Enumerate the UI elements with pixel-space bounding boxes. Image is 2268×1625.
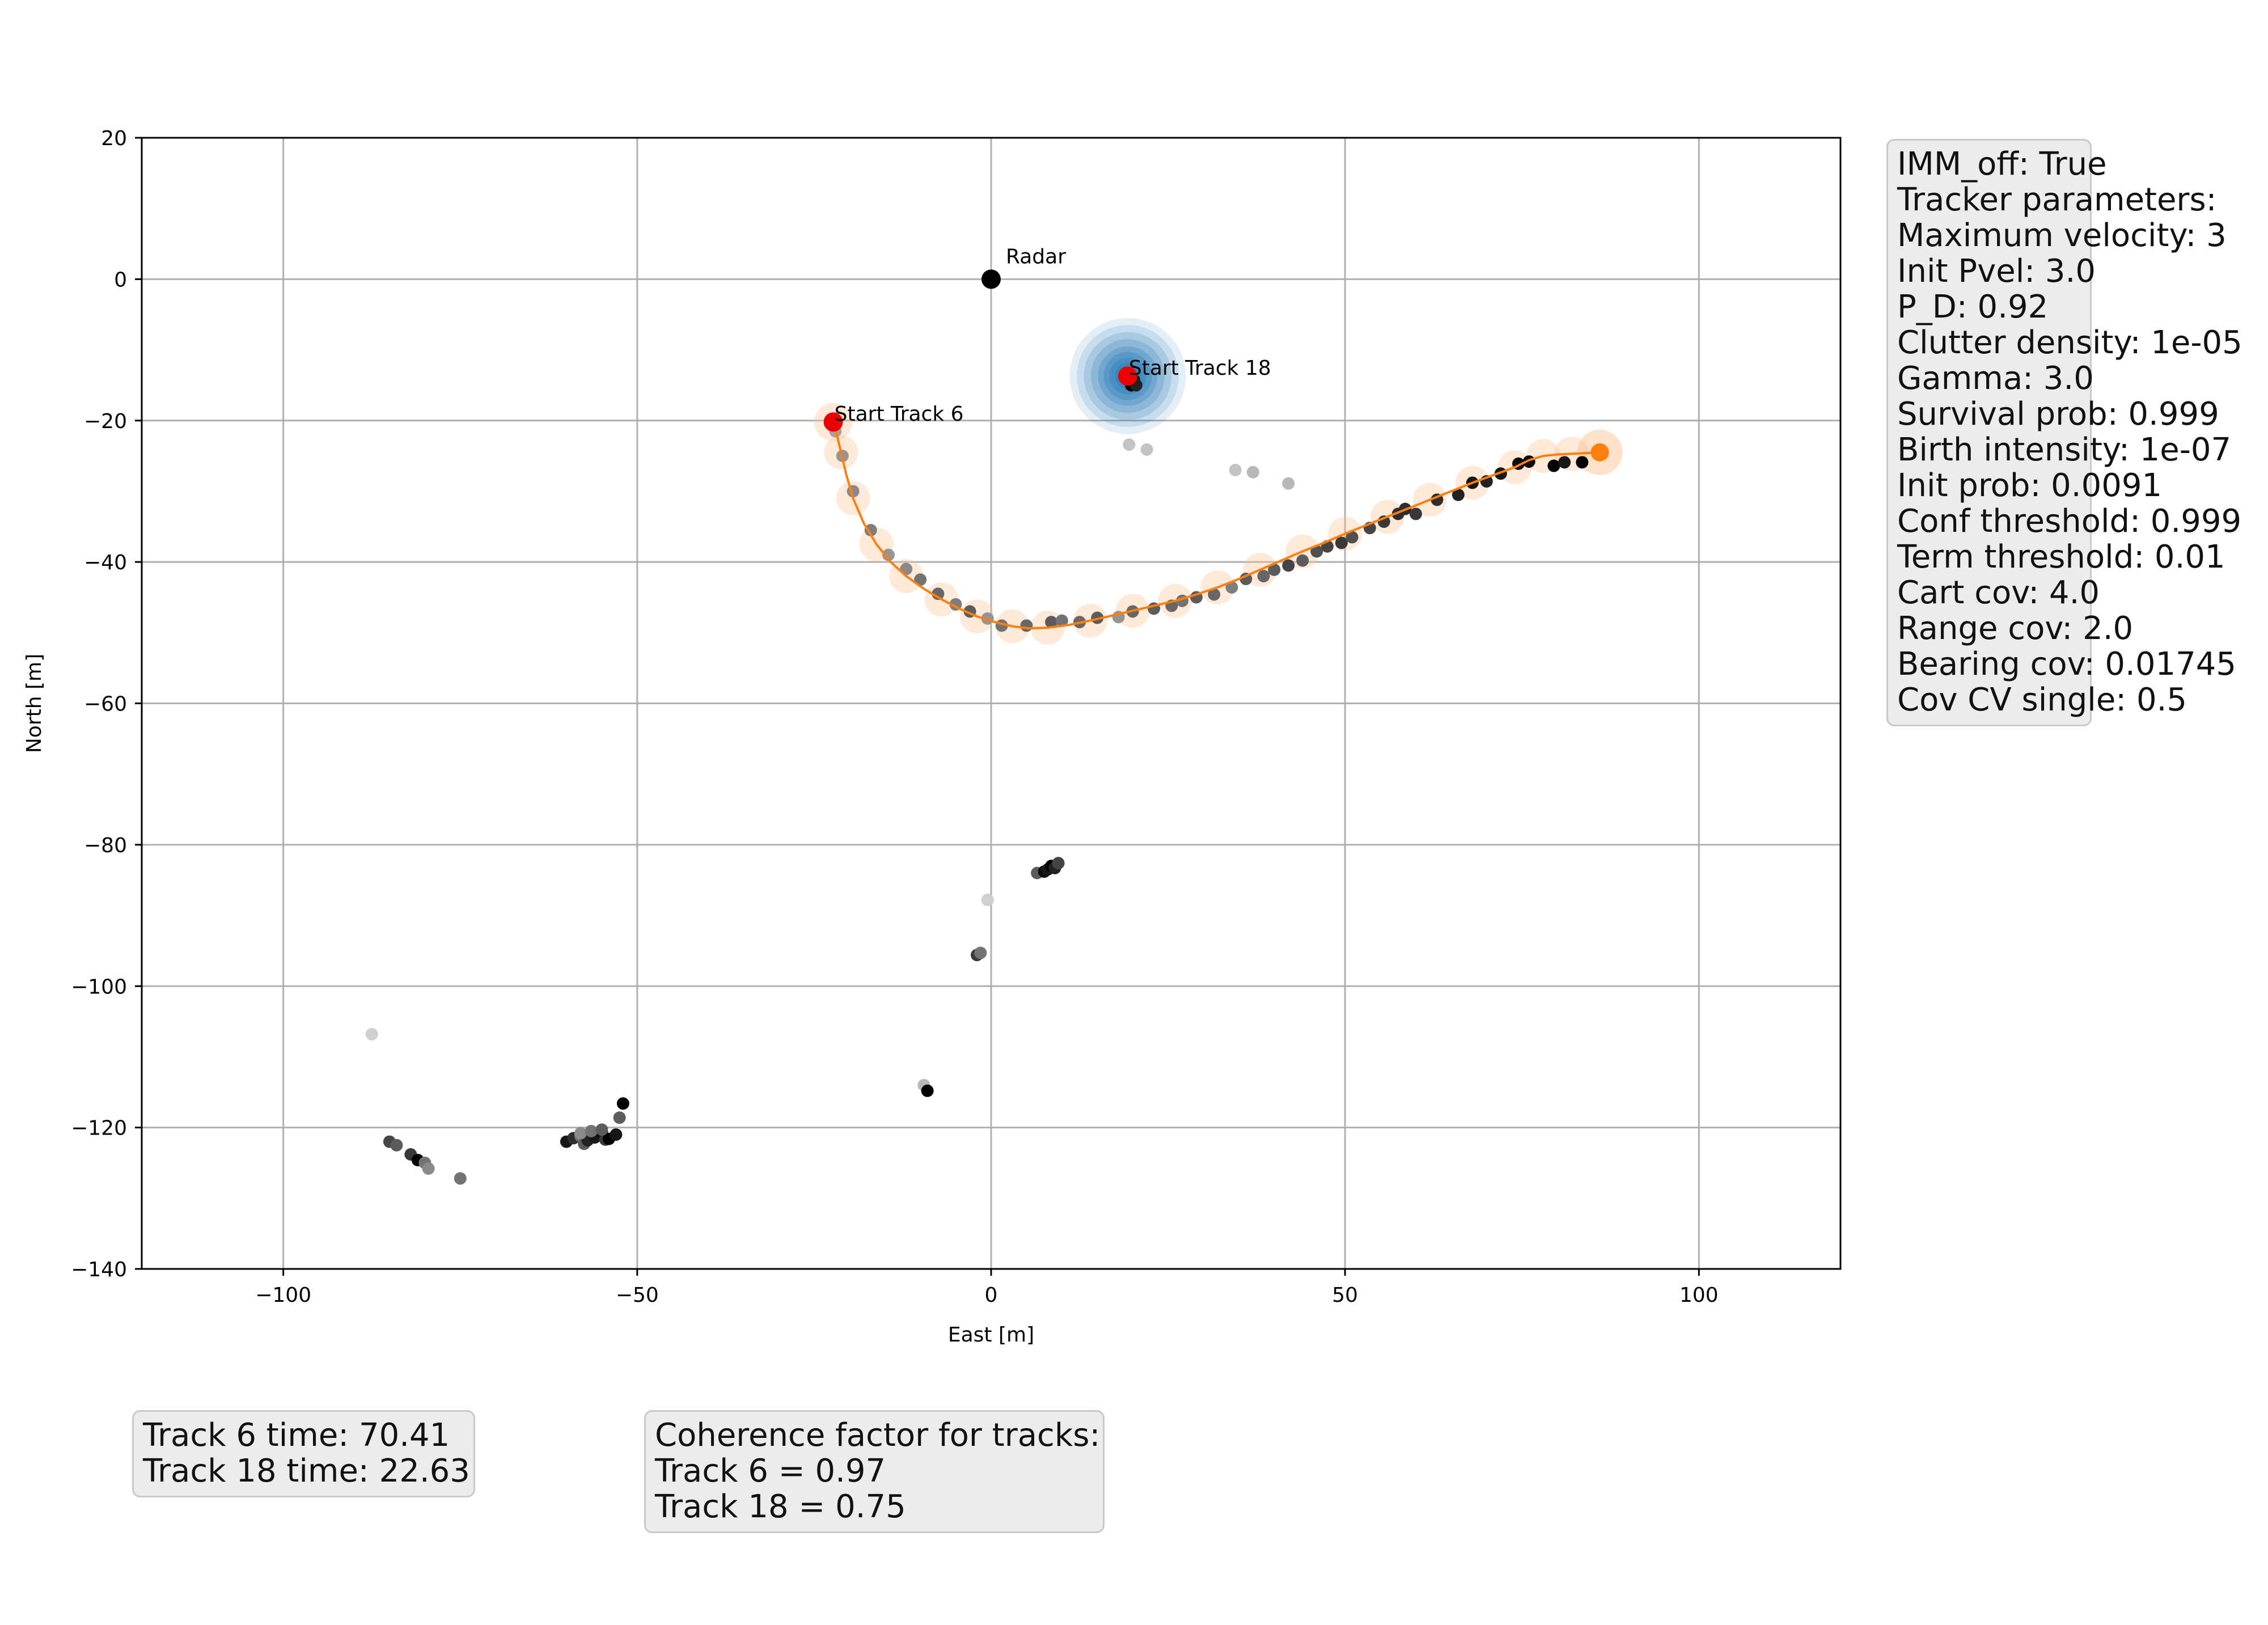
measurement-point [932, 587, 945, 600]
param-line: Clutter density: 1e-05 [1897, 324, 2242, 361]
measurement-point [1123, 438, 1136, 451]
measurement-point [981, 894, 994, 907]
coherence-line: Track 18 = 0.75 [655, 1488, 906, 1525]
y-tick-label: −80 [84, 834, 127, 857]
measurement-point [1345, 531, 1359, 544]
measurement-point [390, 1139, 403, 1152]
start-track-6-label: Start Track 6 [835, 403, 964, 426]
y-tick-label: −140 [71, 1258, 127, 1281]
param-line: Survival prob: 0.999 [1897, 396, 2219, 433]
measurement-point [1296, 554, 1309, 567]
param-line: Init prob: 0.0091 [1897, 467, 2163, 504]
y-tick-label: −120 [71, 1117, 127, 1140]
measurement-point [574, 1127, 587, 1140]
param-line: Gamma: 3.0 [1897, 360, 2094, 397]
param-line: Maximum velocity: 3 [1897, 217, 2227, 254]
tracker-parameters-box: IMM_off: True Tracker parameters: Maximu… [1886, 139, 2242, 726]
param-line: Conf threshold: 0.999 [1897, 503, 2242, 540]
x-tick-label: −100 [255, 1284, 311, 1307]
param-line: Cov CV single: 0.5 [1897, 682, 2187, 718]
param-line: Bearing cov: 0.01745 [1897, 646, 2236, 683]
track-6-end-marker [1590, 443, 1609, 462]
y-tick-label: −20 [84, 410, 127, 433]
measurement-point [616, 1097, 629, 1110]
measurement-point [595, 1123, 608, 1136]
track-6-start-marker [823, 412, 843, 432]
measurement-point [1282, 559, 1295, 572]
param-line: Cart cov: 4.0 [1897, 574, 2100, 611]
measurement-point [1452, 488, 1465, 501]
param-line: Birth intensity: 1e-07 [1897, 431, 2232, 468]
measurement-point [1576, 456, 1589, 469]
measurement-point [1045, 616, 1058, 629]
param-line: Init Pvel: 3.0 [1897, 253, 2096, 290]
measurement-point [1140, 443, 1153, 456]
axis-ticks: −100 −50 0 50 100 20 0 −20 −40 −60 −80 −100 −120 −140 [71, 127, 1719, 1307]
measurement-point [1020, 619, 1033, 632]
track-18-start-marker [1118, 366, 1137, 386]
x-tick-label: −50 [616, 1284, 659, 1307]
track-time-line: Track 6 time: 70.41 [143, 1417, 450, 1454]
measurement-point [921, 1084, 934, 1097]
x-tick-label: 100 [1679, 1284, 1719, 1307]
coherence-line: Track 6 = 0.97 [655, 1453, 886, 1489]
measurement-point [1229, 464, 1242, 477]
param-line: Term threshold: 0.01 [1897, 539, 2225, 575]
measurement-point [1547, 459, 1560, 472]
y-tick-label: −60 [84, 693, 127, 716]
measurement-point [1091, 611, 1104, 624]
measurement-point [1257, 570, 1270, 583]
x-axis-label: East [m] [948, 1323, 1034, 1347]
y-tick-label: −100 [71, 975, 127, 998]
param-line: P_D: 0.92 [1897, 289, 2049, 325]
markers [823, 269, 1609, 462]
param-line: IMM_off: True [1897, 146, 2107, 183]
measurement-point [1282, 477, 1295, 490]
measurement-point [1055, 614, 1068, 627]
y-tick-label: −40 [84, 551, 127, 574]
measurement-point [365, 1028, 378, 1041]
measurement-point [585, 1124, 598, 1137]
measurement-points [365, 371, 1589, 1185]
measurement-point [613, 1111, 626, 1124]
measurement-point [1558, 456, 1571, 469]
y-tick-label: 0 [114, 268, 127, 291]
coherence-factor-box: Coherence factor for tracks: Track 6 = 0… [644, 1410, 1105, 1533]
track-time-line: Track 18 time: 22.63 [143, 1453, 470, 1489]
annotations: Radar Start Track 18 Start Track 6 [835, 245, 1271, 426]
measurement-point [1410, 507, 1422, 520]
measurement-point [610, 1128, 623, 1141]
param-line: Range cov: 2.0 [1897, 610, 2134, 647]
measurement-point [1335, 536, 1348, 549]
measurement-point [1052, 857, 1065, 870]
x-tick-label: 50 [1332, 1284, 1358, 1307]
x-tick-label: 0 [985, 1284, 998, 1307]
measurement-point [1239, 573, 1253, 586]
y-tick-label: 20 [101, 127, 127, 150]
y-axis-label: North [m] [23, 654, 46, 753]
measurement-point [864, 524, 877, 537]
measurement-point [1225, 581, 1238, 594]
track-6-line [832, 421, 1600, 630]
measurement-point [1310, 545, 1323, 558]
measurement-point [454, 1172, 467, 1185]
measurement-point [1246, 466, 1259, 479]
param-line: Tracker parameters: [1897, 181, 2217, 218]
track-6-covariance-circles [814, 403, 1623, 645]
radar-label: Radar [1006, 245, 1066, 268]
grid-lines [142, 138, 1840, 1269]
measurement-point [1268, 563, 1281, 576]
measurement-point [974, 946, 987, 959]
measurement-point [1208, 588, 1221, 601]
track-times-box: Track 6 time: 70.41 Track 18 time: 22.63 [132, 1410, 475, 1497]
radar-marker [981, 269, 1001, 289]
start-track-18-label: Start Track 18 [1129, 357, 1271, 380]
measurement-point [422, 1162, 435, 1175]
coherence-line: Coherence factor for tracks: [655, 1417, 1101, 1454]
measurement-point [882, 548, 895, 561]
